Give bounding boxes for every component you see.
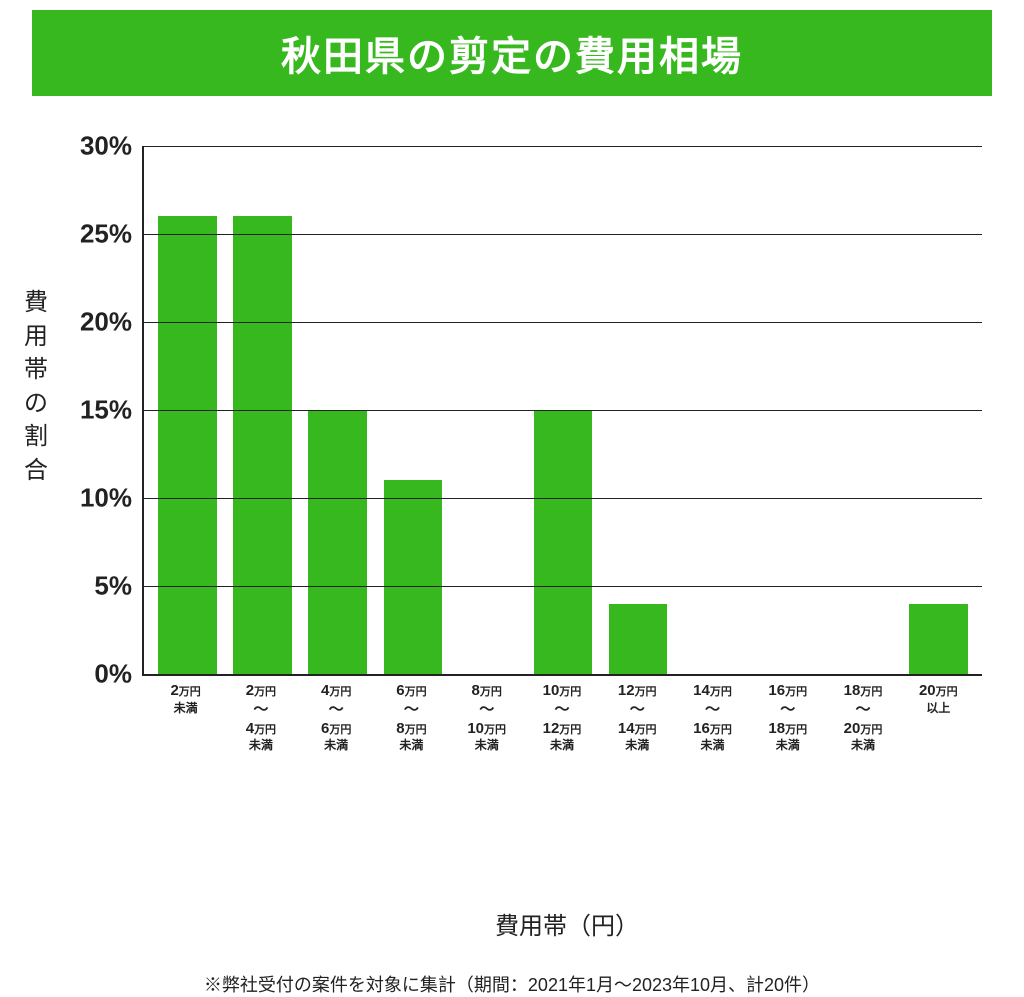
y-tick-label: 30% [80, 131, 144, 162]
chart-footnote: ※弊社受付の案件を対象に集計（期間：2021年1月〜2023年10月、計20件） [0, 971, 1024, 997]
x-tick-labels: 2万円未満2万円〜4万円未満4万円〜6万円未満6万円〜8万円未満8万円〜10万円… [142, 682, 982, 753]
x-tick-label: 12万円〜14万円未満 [600, 682, 675, 753]
grid-line [144, 410, 982, 411]
y-tick-label: 10% [80, 483, 144, 514]
grid-line [144, 234, 982, 235]
plot-area: 0%5%10%15%20%25%30% [142, 146, 982, 676]
x-tick-label: 10万円〜12万円未満 [524, 682, 599, 753]
chart-title-banner: 秋田県の剪定の費用相場 [32, 10, 992, 96]
grid-line [144, 322, 982, 323]
x-tick-label: 4万円〜6万円未満 [299, 682, 374, 753]
bar [534, 410, 593, 674]
x-tick-label: 18万円〜20万円未満 [825, 682, 900, 753]
y-tick-label: 20% [80, 307, 144, 338]
bar [233, 216, 292, 674]
bar [384, 480, 443, 674]
bar [308, 410, 367, 674]
grid-line [144, 146, 982, 147]
bar [158, 216, 217, 674]
y-tick-label: 15% [80, 395, 144, 426]
x-tick-label: 2万円〜4万円未満 [223, 682, 298, 753]
bar [609, 604, 668, 674]
chart-area: 費用帯の割合 0%5%10%15%20%25%30% 2万円未満2万円〜4万円未… [32, 126, 992, 776]
grid-line [144, 586, 982, 587]
x-tick-label: 2万円未満 [148, 682, 223, 753]
x-tick-label: 8万円〜10万円未満 [449, 682, 524, 753]
y-tick-label: 0% [94, 659, 144, 690]
bar [909, 604, 968, 674]
y-axis-label: 費用帯の割合 [24, 286, 48, 488]
y-tick-label: 25% [80, 219, 144, 250]
x-tick-label: 6万円〜8万円未満 [374, 682, 449, 753]
x-tick-label: 16万円〜18万円未満 [750, 682, 825, 753]
y-tick-label: 5% [94, 571, 144, 602]
x-tick-label: 20万円以上 [901, 682, 976, 753]
grid-line [144, 498, 982, 499]
x-tick-label: 14万円〜16万円未満 [675, 682, 750, 753]
x-axis-title: 費用帯（円） [32, 906, 992, 941]
